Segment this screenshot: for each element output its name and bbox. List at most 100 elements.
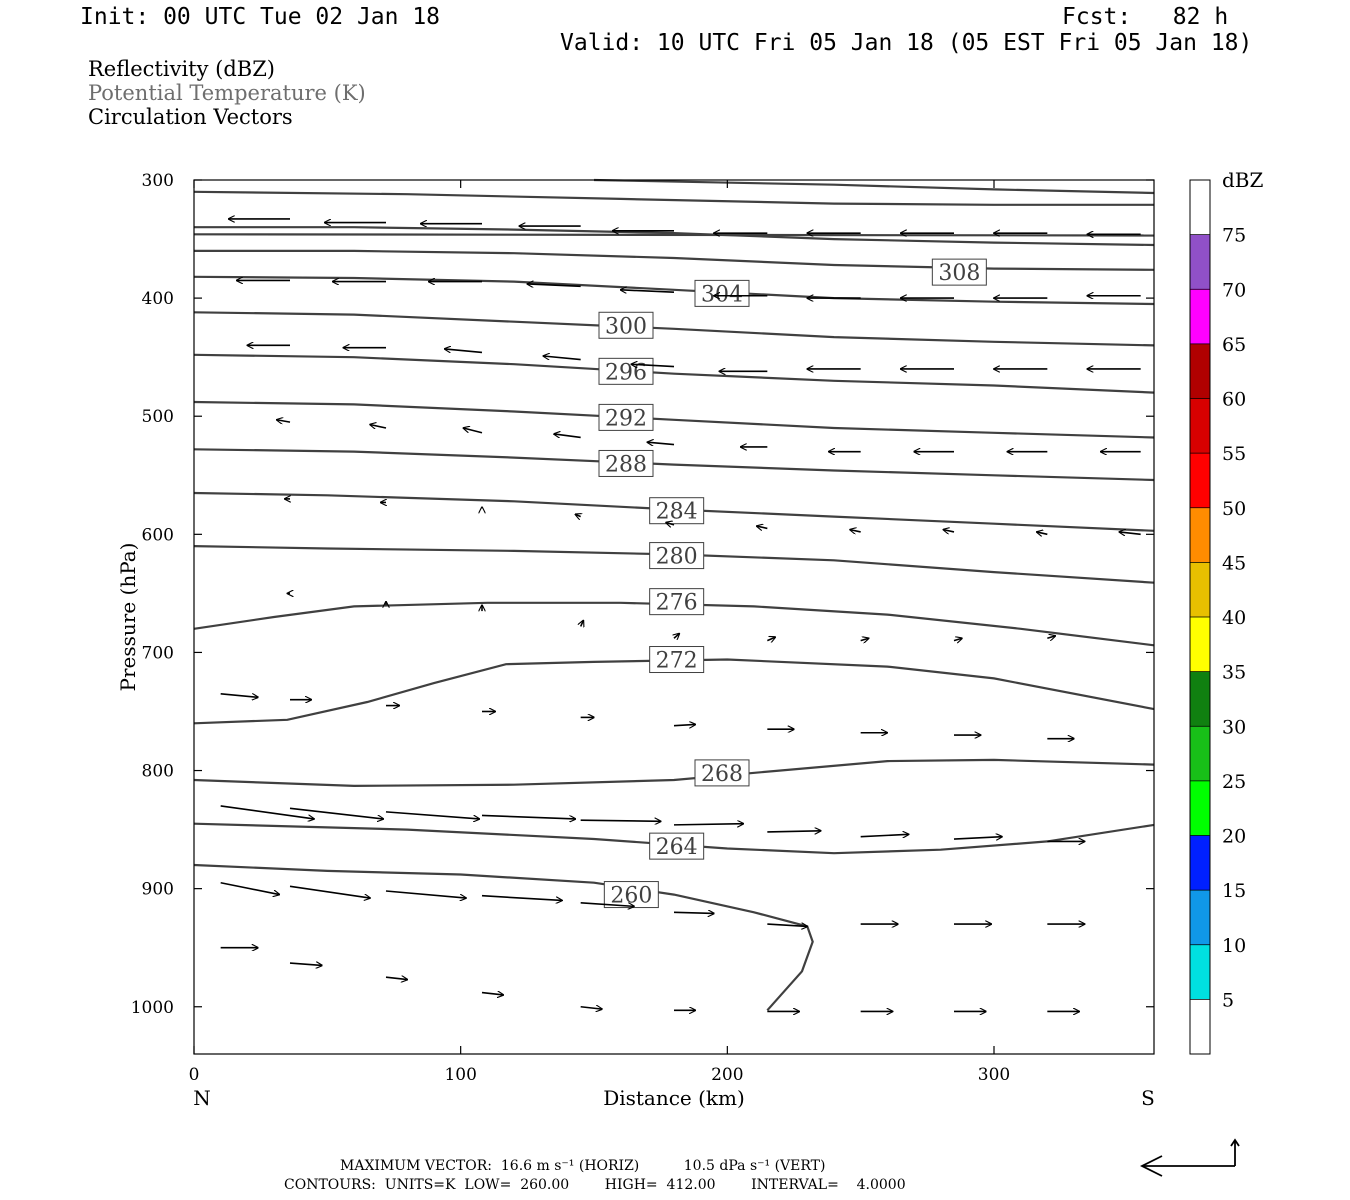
circulation-vector <box>481 993 503 995</box>
circulation-vector <box>860 834 909 836</box>
circulation-vector <box>220 881 280 895</box>
north-label: N <box>193 1086 211 1110</box>
x-tick-label: 100 <box>444 1065 476 1085</box>
colorbar-segment <box>1190 398 1210 454</box>
colorbar-label: 60 <box>1222 389 1246 411</box>
colorbar-segment <box>1190 835 1210 891</box>
colorbar-label: 75 <box>1222 225 1246 247</box>
circulation-vector <box>1037 532 1048 534</box>
contour-label-box <box>694 759 750 787</box>
contour-label-box <box>598 357 654 385</box>
theta-contour-276 <box>193 601 1155 647</box>
colorbar-segment <box>1190 780 1210 836</box>
colorbar-label: 50 <box>1222 498 1246 520</box>
contour-label: 272 <box>656 649 698 674</box>
colorbar-segment <box>1190 671 1210 727</box>
colorbar-segment <box>1190 999 1210 1054</box>
theta-contour-316 <box>193 190 1154 206</box>
contour-label: 288 <box>605 452 647 477</box>
contour-label-box <box>649 832 705 860</box>
colorbar-segment <box>1190 944 1210 1000</box>
y-tick-label: 900 <box>142 880 174 900</box>
contour-label-box <box>649 646 705 674</box>
valid-time: Valid: 10 UTC Fri 05 Jan 18 (05 EST Fri … <box>560 30 1253 56</box>
colorbar-segment <box>1190 562 1210 617</box>
circulation-vector <box>385 811 479 819</box>
circulation-vector <box>575 514 580 516</box>
theta-contour-268 <box>193 758 1155 788</box>
theta-contour-272 <box>193 658 1155 725</box>
circulation-vector <box>385 977 407 979</box>
x-tick-label: 300 <box>978 1065 1010 1085</box>
reference-vector-icon <box>1139 1138 1240 1177</box>
colorbar-label: 40 <box>1222 607 1246 629</box>
circulation-vector <box>554 434 581 439</box>
y-tick-label: 500 <box>142 407 174 427</box>
circulation-vector <box>860 638 869 640</box>
contour-label-box <box>598 403 654 431</box>
circulation-vector <box>581 621 584 627</box>
circulation-vector <box>543 356 581 361</box>
circulation-vector <box>850 530 861 532</box>
circulation-vector <box>385 890 466 898</box>
circulation-vector <box>580 820 661 821</box>
colorbar-label: 5 <box>1222 989 1234 1011</box>
circulation-vector <box>289 885 370 898</box>
colorbar-label: 20 <box>1222 826 1246 848</box>
colorbar-segment <box>1190 453 1210 508</box>
y-tick-label: 400 <box>142 289 174 309</box>
y-tick-label: 300 <box>142 171 174 191</box>
circulation-vector <box>757 526 768 528</box>
circulation-vector <box>673 824 743 825</box>
colorbar-title: dBZ <box>1222 168 1264 192</box>
theta-contour-292 <box>193 400 1155 439</box>
circulation-vector <box>1119 532 1141 534</box>
circulation-vector <box>674 634 679 639</box>
max-vector-note: MAXIMUM VECTOR: 16.6 m s⁻¹ (HORIZ) 10.5 … <box>340 1158 826 1174</box>
y-axis-title: Pressure (hPa) <box>116 543 140 692</box>
circulation-vector <box>953 837 1002 839</box>
contour-label: 292 <box>605 406 647 431</box>
colorbar-label: 15 <box>1222 880 1246 902</box>
y-tick-label: 600 <box>142 525 174 545</box>
theta-contour-296 <box>193 353 1155 394</box>
contour-label-box <box>931 258 987 286</box>
colorbar-label: 70 <box>1222 279 1246 301</box>
init-time: Init: 00 UTC Tue 02 Jan 18 <box>80 4 441 30</box>
contour-label: 276 <box>656 591 698 616</box>
contour-label: 268 <box>701 762 743 787</box>
theta-contour-320 <box>593 178 1155 195</box>
theta-contour-300 <box>193 311 1155 347</box>
colorbar-segment <box>1190 617 1210 672</box>
circulation-vector <box>673 912 714 913</box>
plot-frame <box>193 179 1155 1055</box>
colorbar-label: 30 <box>1222 716 1246 738</box>
circulation-vector <box>673 724 695 725</box>
theta-contour-324 <box>193 233 1155 237</box>
circulation-vector <box>943 530 955 532</box>
contour-label: 300 <box>605 314 647 339</box>
contour-label: 284 <box>656 500 698 525</box>
colorbar-segment <box>1190 289 1210 344</box>
theta-contour-260 <box>193 863 814 1012</box>
x-axis-title: Distance (km) <box>603 1086 745 1110</box>
colorbar-label: 65 <box>1222 334 1246 356</box>
field-potential-temperature: Potential Temperature (K) <box>88 81 366 105</box>
contour-label-box <box>598 449 654 477</box>
colorbar-label: 35 <box>1222 662 1246 684</box>
circulation-vector <box>527 284 581 286</box>
colorbar-label: 55 <box>1222 443 1246 465</box>
south-label: S <box>1141 1086 1155 1110</box>
colorbar-segment <box>1190 507 1210 563</box>
circulation-vector <box>481 814 575 819</box>
circulation-vector <box>220 805 314 819</box>
circulation-vector <box>767 637 775 641</box>
theta-contour-264 <box>193 822 1155 855</box>
circulation-vector <box>767 924 807 926</box>
contour-label-box <box>598 311 654 339</box>
circulation-vector <box>666 523 675 525</box>
circulation-vector <box>289 807 383 819</box>
circulation-vector <box>481 894 562 901</box>
x-tick-label: 0 <box>189 1065 200 1085</box>
